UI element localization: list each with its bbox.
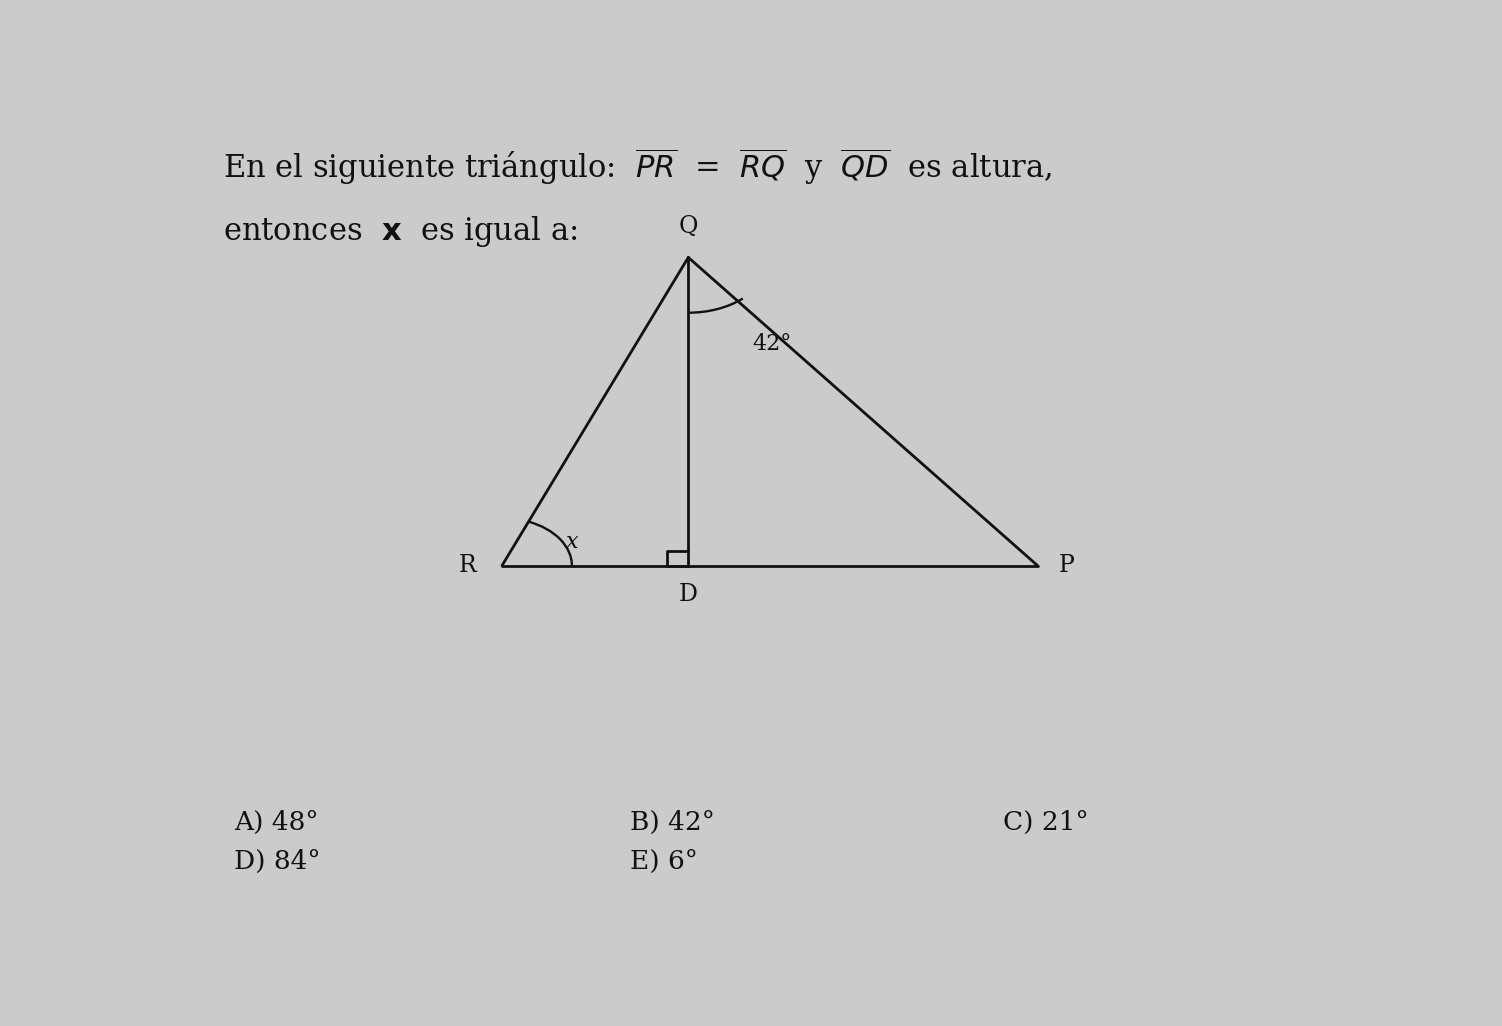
Text: D: D (679, 583, 698, 606)
Text: D) 84°: D) 84° (234, 850, 321, 874)
Text: R: R (458, 554, 476, 577)
Text: En el siguiente triángulo:  $\overline{PR}$  =  $\overline{RQ}$  y  $\overline{Q: En el siguiente triángulo: $\overline{PR… (222, 147, 1051, 188)
Text: A) 48°: A) 48° (234, 810, 318, 835)
Text: Q: Q (679, 214, 698, 238)
Text: entonces  $\mathbf{x}$  es igual a:: entonces $\mathbf{x}$ es igual a: (222, 214, 577, 249)
Text: 42°: 42° (753, 333, 792, 355)
Text: C) 21°: C) 21° (1003, 810, 1089, 835)
Text: B) 42°: B) 42° (631, 810, 715, 835)
Text: x: x (566, 530, 578, 553)
Text: P: P (1059, 554, 1074, 577)
Text: E) 6°: E) 6° (631, 850, 698, 874)
